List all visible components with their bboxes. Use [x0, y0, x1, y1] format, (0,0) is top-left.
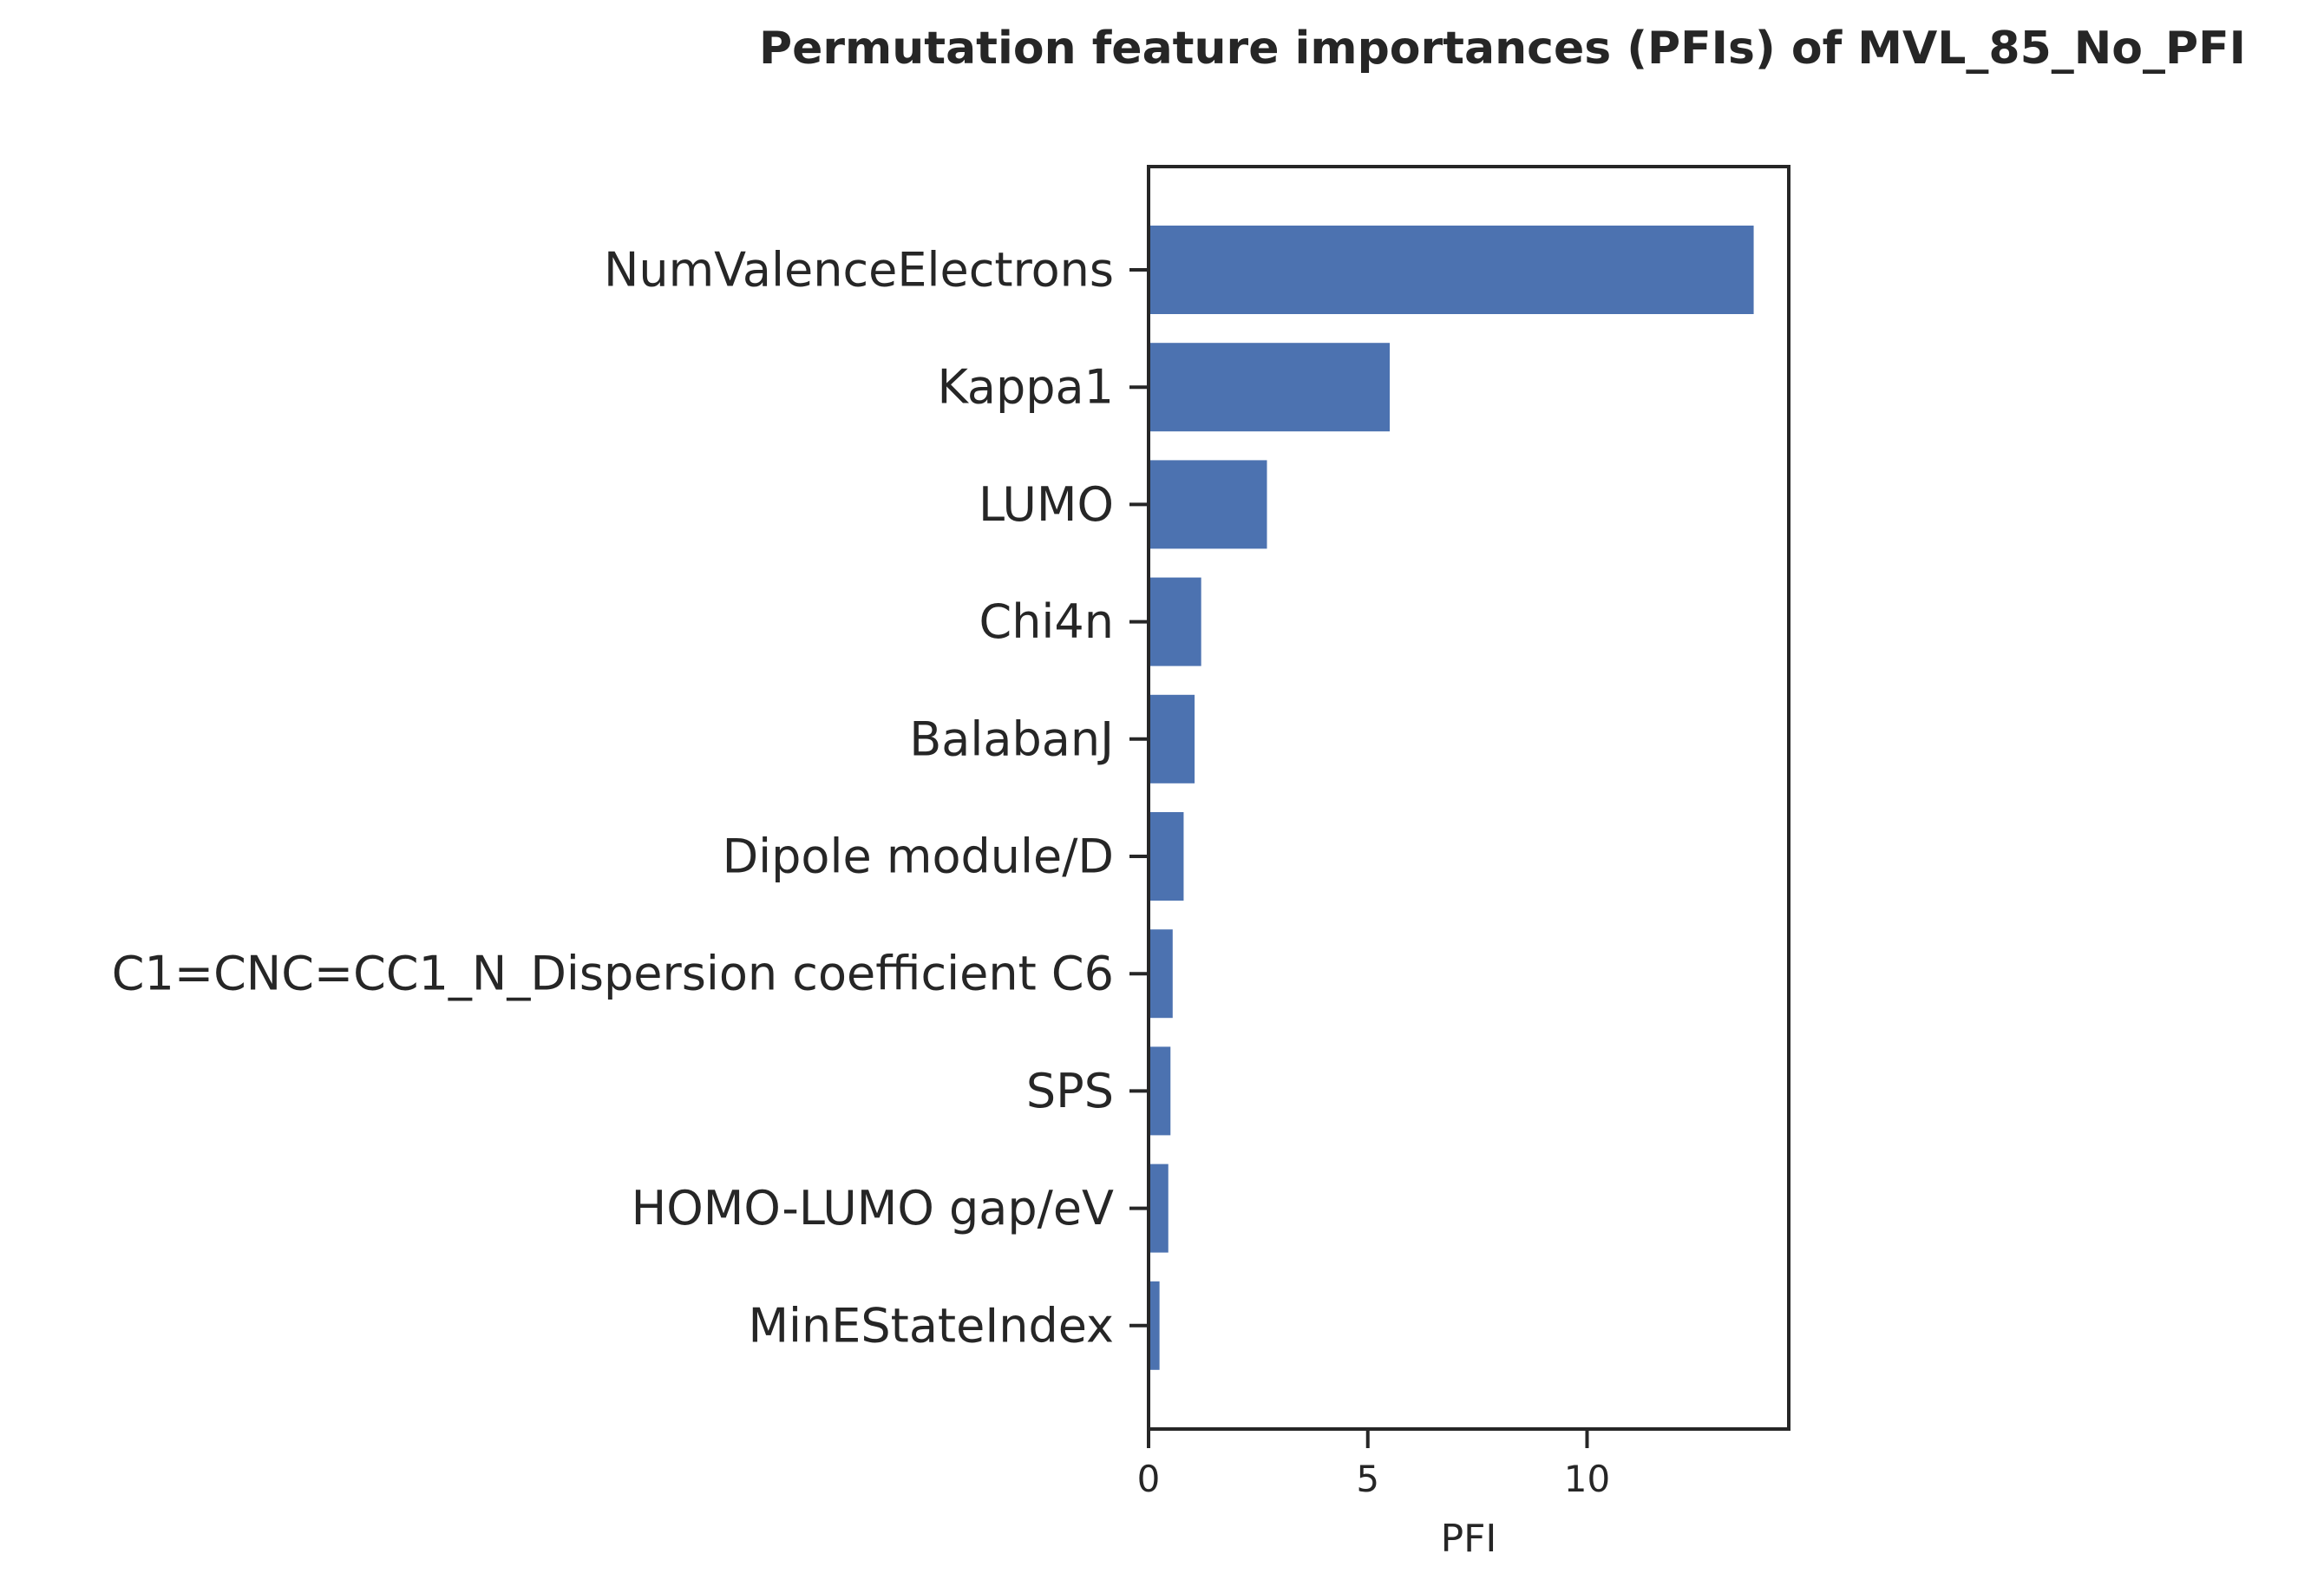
bar-dipole-module-d — [1149, 812, 1184, 901]
x-tick-label: 0 — [1137, 1458, 1161, 1500]
bar-lumo — [1149, 460, 1267, 549]
bar-chi4n — [1149, 577, 1201, 666]
bars-layer — [1149, 226, 1754, 1370]
bar-numvalenceelectrons — [1149, 226, 1754, 314]
y-tick-label: Kappa1 — [937, 360, 1114, 415]
y-tick-label: SPS — [1026, 1064, 1114, 1118]
chart-title: Permutation feature importances (PFIs) o… — [759, 23, 2246, 75]
bar-sps — [1149, 1046, 1171, 1136]
bar-balabanj — [1149, 694, 1195, 783]
bar-homo-lumo-gap-ev — [1149, 1164, 1169, 1253]
y-tick-label: C1=CNC=CC1_N_Dispersion coefficient C6 — [112, 947, 1114, 1001]
y-tick-label: MinEStateIndex — [748, 1298, 1114, 1353]
y-tick-label: LUMO — [979, 477, 1114, 532]
plot-frame — [1147, 165, 1790, 1431]
bar-c1-cnc-cc1-n-dispersion-coefficient-c6 — [1149, 929, 1173, 1019]
x-tick-label: 10 — [1564, 1458, 1610, 1500]
y-tick-label: Chi4n — [979, 594, 1114, 649]
y-tick-label: NumValenceElectrons — [604, 243, 1114, 298]
bar-minestateindex — [1149, 1281, 1160, 1370]
y-tick-label: HOMO-LUMO gap/eV — [632, 1181, 1114, 1236]
y-tick-label: Dipole module/D — [723, 829, 1114, 884]
x-tick-label: 5 — [1356, 1458, 1379, 1500]
bar-kappa1 — [1149, 343, 1391, 432]
ticks-layer: NumValenceElectrons Kappa1 LUMO Chi4n Balaba… — [112, 243, 1610, 1501]
y-tick-label: BalabanJ — [909, 711, 1114, 766]
x-axis-label: PFI — [1441, 1517, 1497, 1561]
